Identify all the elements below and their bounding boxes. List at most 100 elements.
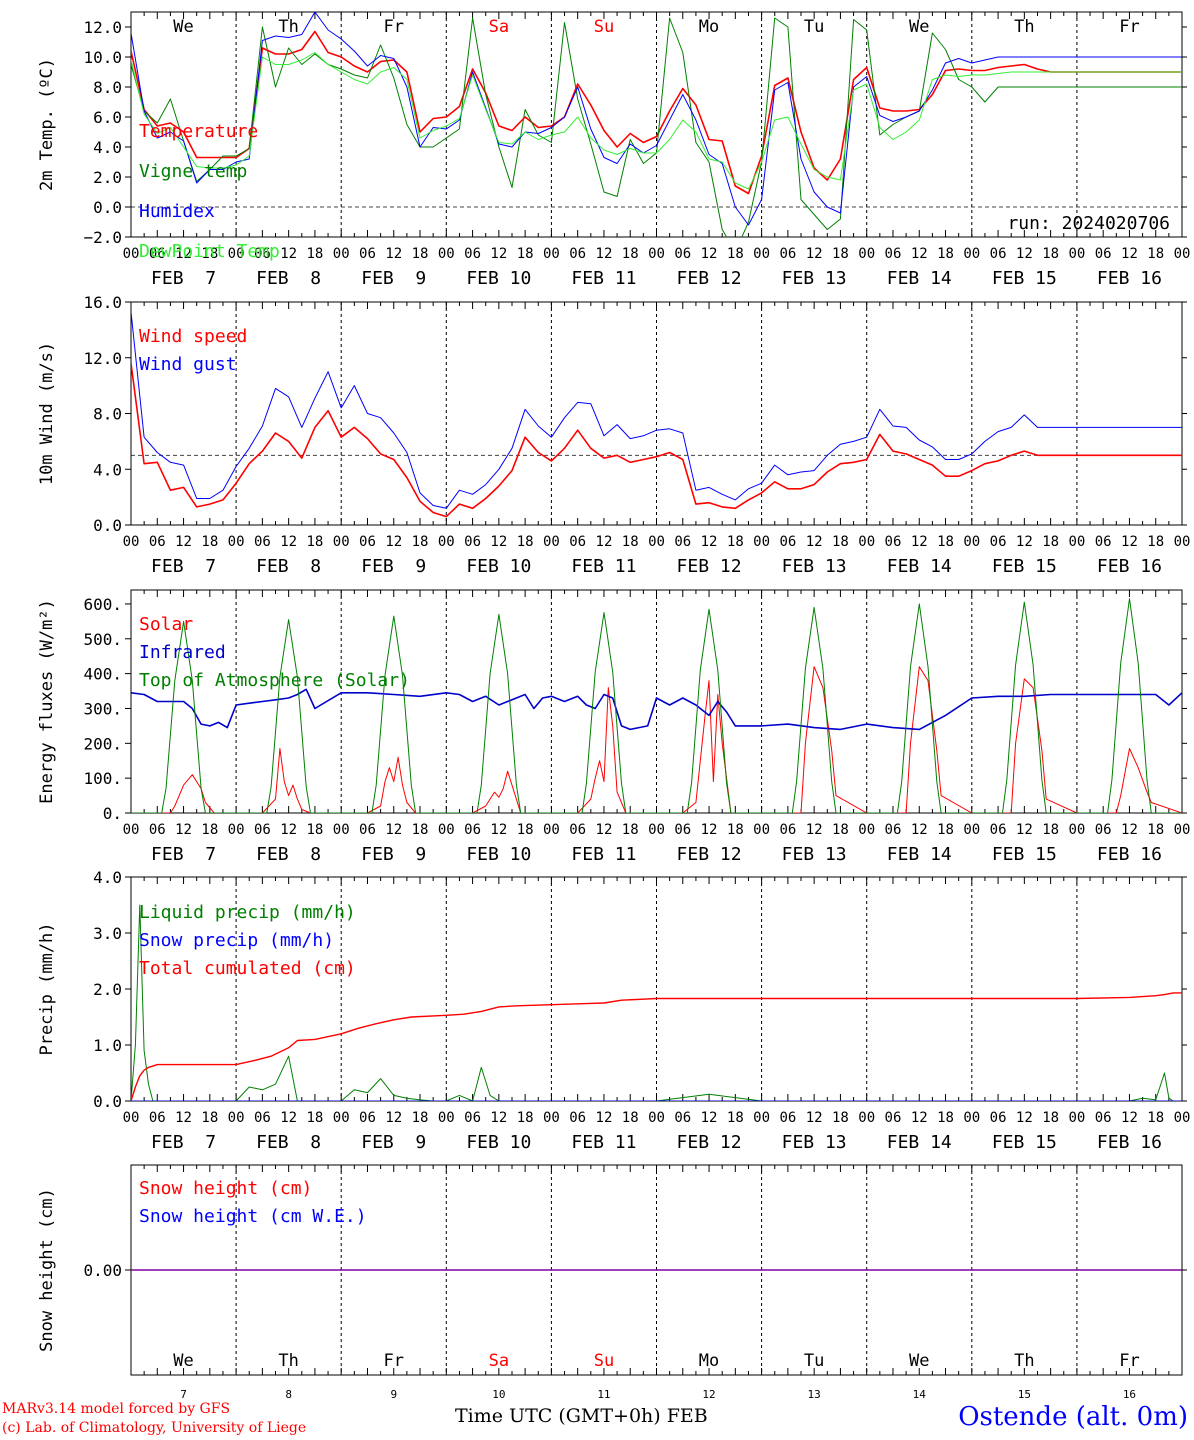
- weekday-label: Mo: [699, 17, 719, 37]
- hour-tick-label: 00: [858, 822, 875, 838]
- hour-tick-label: 12: [911, 1110, 928, 1126]
- y-tick-label: −2.0: [83, 228, 122, 247]
- credit-lab: (c) Lab. of Climatology, University of L…: [2, 1420, 307, 1436]
- hour-tick-label: 12: [175, 1110, 192, 1126]
- hour-tick-label: 12: [280, 246, 297, 262]
- y-tick-label: 600.: [83, 595, 122, 614]
- hour-tick-label: 06: [149, 822, 166, 838]
- hour-tick-label: 12: [596, 246, 613, 262]
- legend-entry: Total cumulated (cm): [139, 958, 356, 979]
- hour-tick-label: 00: [1068, 534, 1085, 550]
- hour-tick-label: 00: [123, 822, 140, 838]
- hour-tick-label: 18: [1147, 1110, 1164, 1126]
- hour-tick-label: 00: [648, 534, 665, 550]
- y-axis-title: 10m Wind (m/s): [37, 342, 57, 485]
- hour-tick-label: 18: [622, 822, 639, 838]
- y-tick-label: 4.0: [93, 460, 122, 479]
- hour-tick-label: 18: [727, 534, 744, 550]
- x-axis-month: FEB: [666, 1405, 708, 1427]
- hour-tick-label: 18: [412, 534, 429, 550]
- hour-tick-label: 18: [937, 246, 954, 262]
- hour-tick-label: 06: [885, 1110, 902, 1126]
- weekday-label: Th: [1014, 17, 1034, 37]
- hour-tick-label: 06: [149, 1110, 166, 1126]
- day-label: FEB 8: [256, 844, 321, 865]
- hour-tick-label: 06: [779, 534, 796, 550]
- day-label: FEB 9: [361, 1132, 426, 1153]
- weekday-label: Tu: [804, 1351, 824, 1371]
- weekday-label: Th: [278, 17, 298, 37]
- day-label: FEB 14: [887, 556, 952, 577]
- y-axis-title: Precip (mm/h): [37, 922, 57, 1055]
- day-label: FEB 7: [151, 268, 216, 289]
- hour-tick-label: 00: [648, 1110, 665, 1126]
- hour-tick-label: 00: [963, 1110, 980, 1126]
- hour-tick-label: 12: [701, 1110, 718, 1126]
- day-label: FEB 7: [151, 556, 216, 577]
- y-axis-title: Snow height (cm): [37, 1188, 57, 1352]
- hour-tick-label: 06: [464, 1110, 481, 1126]
- hour-tick-label: 00: [1068, 246, 1085, 262]
- hour-tick-label: 12: [175, 246, 192, 262]
- day-number-label: 15: [1018, 1388, 1031, 1401]
- day-label: FEB 10: [466, 556, 531, 577]
- hour-tick-label: 12: [596, 822, 613, 838]
- series-line: [131, 12, 1182, 226]
- hour-tick-label: 06: [569, 822, 586, 838]
- day-number-label: 12: [702, 1388, 715, 1401]
- plot-frame: [130, 11, 1183, 238]
- day-number-label: 8: [285, 1388, 292, 1401]
- day-label: FEB 13: [782, 268, 847, 289]
- day-label: FEB 7: [151, 844, 216, 865]
- hour-tick-label: 12: [1016, 534, 1033, 550]
- y-tick-label: 200.: [83, 734, 122, 753]
- legend-entry: Snow height (cm): [139, 1178, 312, 1199]
- hour-tick-label: 06: [1095, 246, 1112, 262]
- weekday-label: Sa: [489, 17, 509, 37]
- hour-tick-label: 06: [254, 1110, 271, 1126]
- hour-tick-label: 00: [753, 534, 770, 550]
- hour-tick-label: 18: [622, 534, 639, 550]
- hour-tick-label: 12: [490, 822, 507, 838]
- day-number-label: 7: [180, 1388, 187, 1401]
- hour-tick-label: 18: [1042, 822, 1059, 838]
- hour-tick-label: 06: [990, 822, 1007, 838]
- hour-tick-label: 00: [543, 1110, 560, 1126]
- hour-tick-label: 12: [1016, 1110, 1033, 1126]
- hour-tick-label: 06: [569, 1110, 586, 1126]
- hour-tick-label: 12: [596, 1110, 613, 1126]
- y-tick-label: 0.0: [93, 516, 122, 535]
- panel-5: 0.00 Snow height (cm) We Th Fr Sa Su Mo Tu We Th Fr…: [37, 1164, 1187, 1401]
- hour-tick-label: 12: [701, 534, 718, 550]
- day-label: FEB 14: [887, 268, 952, 289]
- hour-tick-label: 00: [1068, 1110, 1085, 1126]
- hour-tick-label: 12: [175, 534, 192, 550]
- x-axis-title-text: Time UTC (GMT+0h): [455, 1405, 661, 1427]
- legend-entry: Humidex: [139, 201, 215, 222]
- hour-tick-label: 18: [517, 822, 534, 838]
- day-label: FEB 15: [992, 268, 1057, 289]
- y-tick-label: 2.0: [93, 168, 122, 187]
- y-tick-label: 10.0: [83, 48, 122, 67]
- hour-tick-label: 06: [1095, 534, 1112, 550]
- hour-tick-label: 06: [464, 534, 481, 550]
- hour-tick-label: 12: [806, 246, 823, 262]
- hour-tick-label: 12: [175, 822, 192, 838]
- hour-tick-label: 06: [149, 246, 166, 262]
- day-number-label: 9: [390, 1388, 397, 1401]
- y-tick-label: 4.0: [93, 868, 122, 887]
- hour-tick-label: 00: [228, 1110, 245, 1126]
- hour-tick-label: 06: [779, 1110, 796, 1126]
- hour-tick-label: 06: [779, 246, 796, 262]
- weekday-label: Fr: [1119, 17, 1139, 37]
- weekday-label: Sa: [489, 1351, 509, 1371]
- y-tick-label: 0.0: [93, 1092, 122, 1111]
- day-label: FEB 14: [887, 844, 952, 865]
- day-label: FEB 11: [571, 844, 636, 865]
- hour-tick-label: 18: [306, 822, 323, 838]
- hour-tick-label: 06: [674, 534, 691, 550]
- plot-frame: [130, 301, 1183, 526]
- hour-tick-label: 12: [385, 822, 402, 838]
- y-axis-title: 2m Temp. (ºC): [37, 58, 57, 191]
